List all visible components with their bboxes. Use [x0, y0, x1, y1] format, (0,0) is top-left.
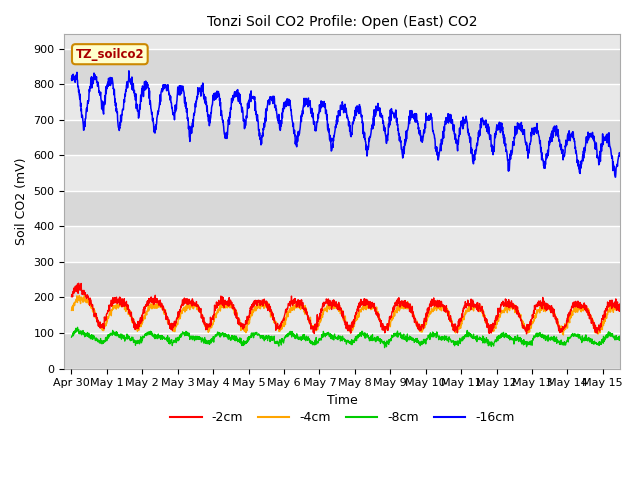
Bar	[65, 333, 621, 369]
X-axis label: Time: Time	[327, 394, 358, 407]
Bar	[65, 155, 621, 191]
Bar	[65, 120, 621, 155]
Text: TZ_soilco2: TZ_soilco2	[76, 48, 144, 60]
Bar	[65, 84, 621, 120]
Legend: -2cm, -4cm, -8cm, -16cm: -2cm, -4cm, -8cm, -16cm	[166, 406, 520, 429]
Bar	[65, 48, 621, 84]
Bar	[65, 262, 621, 298]
Bar	[65, 298, 621, 333]
Bar	[65, 191, 621, 226]
Bar	[65, 226, 621, 262]
Bar	[65, 13, 621, 48]
Y-axis label: Soil CO2 (mV): Soil CO2 (mV)	[15, 158, 28, 245]
Title: Tonzi Soil CO2 Profile: Open (East) CO2: Tonzi Soil CO2 Profile: Open (East) CO2	[207, 15, 477, 29]
